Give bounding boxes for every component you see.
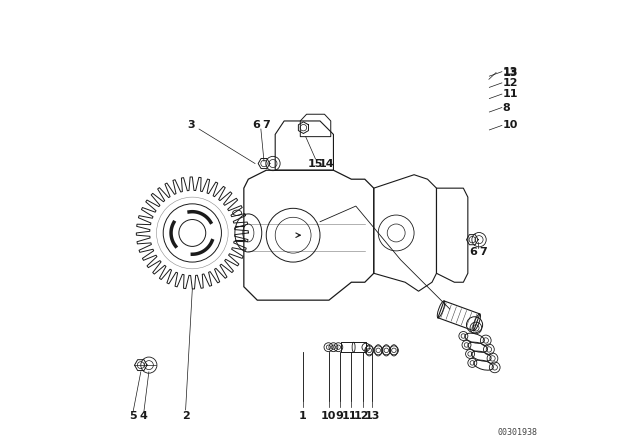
Text: 12: 12 bbox=[503, 78, 518, 88]
Text: 00301938: 00301938 bbox=[497, 428, 538, 437]
Text: 13: 13 bbox=[503, 68, 518, 78]
Text: 7: 7 bbox=[479, 247, 488, 257]
Text: 6: 6 bbox=[252, 121, 260, 130]
Text: 11: 11 bbox=[503, 89, 518, 99]
Text: 3: 3 bbox=[188, 121, 195, 130]
Text: 2: 2 bbox=[182, 411, 189, 421]
Text: 13: 13 bbox=[503, 67, 518, 77]
Text: 10: 10 bbox=[321, 411, 336, 421]
Text: 1: 1 bbox=[299, 411, 307, 421]
Text: 10: 10 bbox=[503, 121, 518, 130]
Text: 13: 13 bbox=[365, 411, 380, 421]
Text: 12: 12 bbox=[353, 411, 369, 421]
Text: 14: 14 bbox=[319, 159, 335, 168]
Text: 9: 9 bbox=[335, 411, 343, 421]
Text: 4: 4 bbox=[140, 411, 148, 421]
Text: 8: 8 bbox=[503, 103, 511, 112]
Text: 7: 7 bbox=[262, 121, 270, 130]
Text: 6: 6 bbox=[469, 247, 477, 257]
Text: 5: 5 bbox=[129, 411, 137, 421]
Text: 15: 15 bbox=[308, 159, 323, 168]
Text: 11: 11 bbox=[342, 411, 357, 421]
